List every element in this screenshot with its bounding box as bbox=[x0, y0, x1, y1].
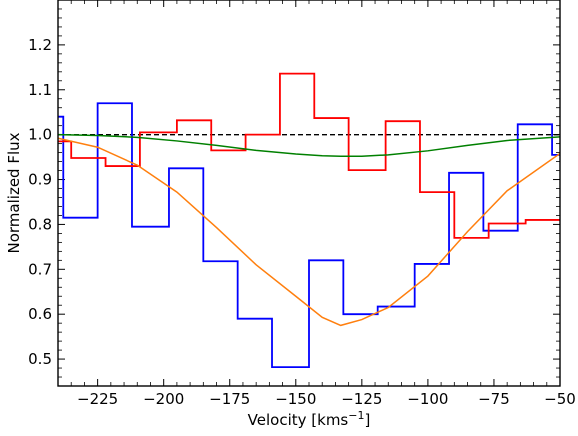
x-tick-label: −200 bbox=[143, 390, 184, 408]
x-axis-title-sup: −1 bbox=[348, 409, 364, 422]
x-tick-label: −225 bbox=[77, 390, 118, 408]
y-tick-label: 1.0 bbox=[28, 126, 52, 144]
x-axis-title: Velocity [kms−1] bbox=[248, 409, 371, 429]
blue-step-series bbox=[58, 102, 560, 369]
labels-layer: −225 −200 −175 −150 −125 −100 −75 −50 0.5 0.6 0.7 0… bbox=[28, 36, 576, 408]
red-step-series bbox=[58, 72, 560, 239]
plot-clipped-group bbox=[58, 72, 560, 369]
x-tick-label: −175 bbox=[209, 390, 250, 408]
orange-curve-series bbox=[58, 137, 560, 327]
x-tick-label: −125 bbox=[341, 390, 382, 408]
y-tick-label: 0.8 bbox=[28, 215, 52, 233]
y-tick-label: 0.9 bbox=[28, 171, 52, 189]
y-tick-label: 1.1 bbox=[28, 81, 52, 99]
plot-frame bbox=[57, 0, 561, 387]
x-tick-label: −100 bbox=[407, 390, 448, 408]
plot-layer bbox=[58, 72, 560, 369]
y-tick-label: 1.2 bbox=[28, 36, 52, 54]
y-tick-label: 0.5 bbox=[28, 350, 52, 368]
green-curve-series bbox=[58, 133, 560, 157]
x-axis-title-close: ] bbox=[364, 411, 370, 429]
x-axis-title-main: Velocity [kms bbox=[248, 411, 349, 429]
y-tick-label: 0.7 bbox=[28, 260, 52, 278]
y-axis-title: Normalized Flux bbox=[5, 132, 23, 253]
y-tick-label: 0.6 bbox=[28, 305, 52, 323]
x-tick-label: −50 bbox=[544, 390, 576, 408]
x-tick-label: −75 bbox=[478, 390, 510, 408]
x-tick-label: −150 bbox=[275, 390, 316, 408]
